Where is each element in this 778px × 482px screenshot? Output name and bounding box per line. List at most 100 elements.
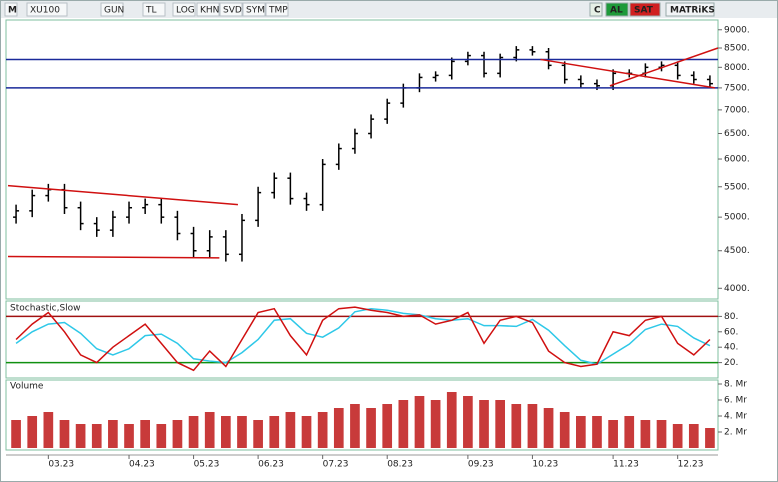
toolbar-label[interactable]: SVD (223, 6, 242, 16)
stochastic-line (15, 306, 711, 372)
pane-title: Volume (10, 382, 44, 392)
volume-bar (221, 416, 231, 448)
volume-bar (446, 392, 457, 448)
y-tick-label: 6. Mr (724, 396, 747, 406)
volume-bar (479, 400, 489, 448)
x-tick-label: 12.23 (678, 460, 704, 470)
toolbar-label[interactable]: MATRiKS (670, 6, 715, 16)
x-tick-label: 04.23 (129, 460, 155, 470)
x-tick-label: 11.23 (613, 460, 639, 470)
volume-bar (640, 420, 651, 448)
x-tick-label: 03.23 (48, 460, 74, 470)
volume-bar (172, 420, 183, 448)
y-tick-label: 80. (724, 312, 738, 322)
volume-bar (495, 400, 505, 448)
volume-bar (27, 416, 38, 448)
volume-bar (624, 416, 635, 448)
y-tick-label: 4000. (724, 284, 750, 294)
volume-bar (269, 416, 280, 448)
toolbar-label[interactable]: KHN (200, 6, 219, 16)
volume-pane (5, 379, 719, 451)
volume-bar (705, 428, 715, 448)
trend-line (7, 184, 239, 206)
y-tick-label: 20. (724, 358, 738, 368)
volume-bar (75, 424, 86, 448)
toolbar-button[interactable] (242, 2, 266, 17)
toolbar-label[interactable]: M (8, 6, 17, 16)
toolbar-button[interactable] (100, 2, 124, 17)
toolbar-button[interactable] (219, 2, 243, 17)
toolbar-label[interactable]: AL (610, 6, 623, 16)
toolbar-button[interactable] (172, 2, 196, 17)
volume-bar (59, 420, 70, 448)
y-tick-label: 5500. (724, 182, 750, 192)
volume-bar (398, 400, 409, 448)
volume-bar (124, 424, 134, 448)
volume-bar (559, 412, 570, 448)
y-tick-label: 6500. (724, 129, 750, 139)
volume-bar (285, 412, 296, 448)
trend-line (609, 47, 719, 87)
toolbar-label[interactable]: LOG (176, 6, 195, 16)
y-tick-label: 6000. (724, 155, 750, 165)
volume-bar (430, 400, 441, 448)
toolbar-button[interactable] (665, 2, 715, 17)
volume-bar (156, 424, 167, 448)
y-tick-label: 60. (724, 327, 738, 337)
volume-bar (382, 404, 393, 448)
stochastic-pane (5, 300, 719, 379)
stochastic-line (15, 307, 711, 365)
volume-bar (592, 416, 602, 448)
y-tick-label: 4. Mr (724, 412, 747, 422)
volume-bar (608, 420, 618, 448)
volume-bar (188, 416, 199, 448)
volume-bar (688, 424, 699, 448)
y-tick-label: 8500. (724, 43, 750, 53)
volume-bar (253, 420, 263, 448)
x-tick-label: 05.23 (194, 460, 220, 470)
volume-bar (301, 416, 312, 448)
volume-bar (11, 420, 21, 448)
volume-bar (333, 408, 344, 448)
toolbar-label[interactable]: C (594, 6, 601, 16)
toolbar-label[interactable]: GUN (104, 6, 124, 16)
volume-bar (576, 416, 586, 448)
volume-bar (527, 404, 538, 448)
toolbar-label[interactable]: TL (145, 6, 157, 16)
y-tick-label: 5000. (724, 213, 750, 223)
toolbar-label[interactable]: SAT (634, 6, 654, 16)
toolbar-button[interactable] (265, 2, 289, 17)
toolbar-button[interactable] (589, 2, 603, 17)
volume-bar (366, 408, 376, 448)
pane-title: Stochastic,Slow (10, 304, 81, 314)
volume-bar (140, 420, 150, 448)
volume-bar (108, 420, 118, 448)
toolbar-button[interactable] (142, 2, 166, 17)
x-tick-label: 08.23 (387, 460, 413, 470)
x-tick-label: 07.23 (323, 460, 349, 470)
volume-bar (204, 412, 215, 448)
volume-bar (463, 396, 473, 448)
volume-bar (656, 420, 667, 448)
y-tick-label: 2. Mr (724, 428, 747, 438)
volume-bar (672, 424, 683, 448)
y-tick-label: 40. (724, 343, 738, 353)
toolbar-button[interactable] (605, 2, 629, 17)
volume-bar (543, 408, 554, 448)
toolbar-button[interactable] (196, 2, 220, 17)
volume-bar (511, 404, 522, 448)
toolbar-label[interactable]: SYM (246, 6, 265, 16)
y-tick-label: 4500. (724, 246, 750, 256)
volume-bar (43, 412, 54, 448)
toolbar-button[interactable] (629, 2, 661, 17)
toolbar-button[interactable] (4, 2, 18, 17)
toolbar-label[interactable]: TMP (268, 6, 288, 16)
toolbar-button[interactable] (26, 2, 68, 17)
y-tick-label: 8. Mr (724, 380, 747, 390)
y-tick-label: 7000. (724, 105, 750, 115)
toolbar-label[interactable]: XU100 (30, 6, 60, 16)
volume-bar (317, 412, 328, 448)
y-tick-label: 7500. (724, 83, 750, 93)
